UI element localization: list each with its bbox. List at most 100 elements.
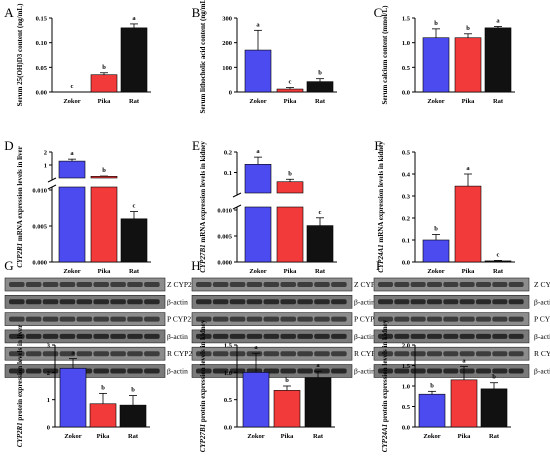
blot-band bbox=[212, 299, 229, 305]
x-tick-label: Zokor bbox=[63, 268, 80, 275]
blot-band bbox=[25, 368, 42, 374]
significance-letter: b bbox=[434, 20, 438, 27]
blot-band bbox=[492, 333, 508, 339]
y-axis-label-gene: CYP24A1 bbox=[381, 424, 389, 452]
bar-rat bbox=[306, 81, 334, 93]
significance-letter: a bbox=[70, 150, 74, 157]
y-tick-label: 100 bbox=[222, 65, 232, 72]
panel-label-E: E bbox=[192, 138, 200, 153]
bar-rat bbox=[120, 27, 148, 93]
blot-band bbox=[427, 368, 442, 374]
axis-break-mark bbox=[232, 204, 242, 210]
blot-band bbox=[76, 333, 93, 339]
x-tick-label: Pika bbox=[458, 433, 471, 440]
blot-band bbox=[331, 333, 347, 339]
blot-band bbox=[76, 316, 93, 322]
y-tick-label: 1.0 bbox=[224, 370, 232, 377]
blot-label: β-actin bbox=[354, 332, 375, 341]
blot-label: R CYP27B1 bbox=[354, 349, 392, 358]
bar-pika bbox=[89, 403, 117, 428]
x-tick-label: Rat bbox=[493, 98, 504, 105]
y-axis-label: CYP24A1 protein expression levels in kid… bbox=[381, 319, 389, 452]
blot-band bbox=[314, 299, 330, 305]
x-tick-label: Pika bbox=[98, 98, 111, 105]
bar-pika-upper bbox=[90, 176, 118, 179]
blot-label: R CYP2R1 bbox=[167, 349, 201, 358]
blot-label: β-actin bbox=[534, 332, 550, 341]
blot-band bbox=[459, 351, 475, 357]
x-tick-label: Rat bbox=[129, 268, 140, 275]
blot-band bbox=[25, 299, 42, 305]
y-tick-label: 2 bbox=[47, 370, 50, 377]
blot-band bbox=[394, 316, 410, 322]
blot-band bbox=[196, 368, 212, 374]
blot-band bbox=[394, 368, 410, 374]
blot-band bbox=[459, 316, 475, 322]
x-tick-label: Zokor bbox=[247, 433, 264, 440]
blot-band bbox=[127, 351, 143, 357]
blot-band bbox=[263, 299, 280, 305]
blot-band bbox=[410, 316, 426, 322]
y-tick-label: 0 bbox=[47, 425, 50, 432]
x-tick-label: Zokor bbox=[63, 98, 80, 105]
blot-band bbox=[410, 333, 426, 339]
y-tick-label: 0.2 bbox=[224, 150, 232, 157]
blot-band bbox=[263, 282, 280, 287]
blot-band bbox=[229, 351, 246, 357]
y-tick-label: 0.10 bbox=[36, 40, 47, 47]
x-tick-label: Pika bbox=[462, 268, 475, 275]
blot-band bbox=[378, 299, 393, 305]
bar-rat bbox=[484, 27, 512, 93]
blot-band bbox=[492, 299, 508, 305]
blot-band bbox=[25, 351, 42, 357]
y-axis-label: CYP2R1 protein expression levels in live… bbox=[16, 325, 24, 447]
significance-letter: c bbox=[319, 209, 322, 216]
blot-band bbox=[93, 299, 109, 305]
blot-band bbox=[492, 316, 508, 322]
blot-label: β-actin bbox=[534, 297, 550, 306]
bar-zokor bbox=[242, 372, 270, 428]
x-tick-label: Pika bbox=[462, 98, 475, 105]
y-tick-label: 1.5 bbox=[402, 363, 411, 370]
blot-label: P CYP2R1 bbox=[167, 315, 200, 324]
blot-band bbox=[93, 333, 109, 339]
blot-band bbox=[331, 368, 347, 374]
significance-letter: b bbox=[102, 64, 106, 71]
y-tick-label: 1.5 bbox=[224, 343, 233, 350]
blot-band bbox=[196, 316, 212, 322]
y-axis-label: CYP27B1 protein expression levels in kid… bbox=[199, 319, 207, 452]
blot-band bbox=[378, 316, 393, 322]
y-axis-label-rest: protein expression levels in kidney bbox=[199, 319, 207, 424]
y-tick-label: 1.0 bbox=[402, 40, 410, 47]
blot-band bbox=[110, 351, 126, 357]
blot-band bbox=[9, 282, 25, 287]
bar-rat bbox=[120, 218, 148, 263]
panel-label-D: D bbox=[4, 138, 13, 153]
blot-label: P CYP24A1 bbox=[534, 315, 550, 324]
y-axis-label-gene: CYP24A1 bbox=[377, 244, 385, 272]
bar-zokor bbox=[418, 393, 446, 428]
blot-band bbox=[476, 351, 491, 357]
y-tick-label: 0.000 bbox=[32, 260, 47, 267]
y-axis-label-rest: protein expression levels in kidney bbox=[381, 319, 389, 424]
blot-band bbox=[229, 333, 246, 339]
blot-band bbox=[42, 333, 59, 339]
panel-label-B: B bbox=[192, 5, 201, 20]
blot-label: β-actin bbox=[354, 367, 375, 376]
blot-band bbox=[280, 333, 296, 339]
blot-band bbox=[297, 333, 313, 339]
y-axis-label-rest: mRNA expression levels in kidney bbox=[377, 141, 385, 245]
blot-label: β-actin bbox=[354, 297, 375, 306]
significance-letter: a bbox=[256, 148, 260, 155]
blot-band bbox=[229, 299, 246, 305]
panel-label-F: F bbox=[374, 138, 381, 153]
significance-letter: c bbox=[497, 251, 500, 258]
y-tick-label: 0.5 bbox=[402, 150, 411, 157]
y-tick-label: 0.05 bbox=[36, 65, 48, 72]
bar-pika bbox=[276, 88, 304, 93]
blot-band bbox=[443, 351, 459, 357]
bar-zokor bbox=[422, 239, 450, 263]
blot-band bbox=[314, 282, 330, 287]
x-tick-label: Zokor bbox=[249, 98, 266, 105]
blot-band bbox=[246, 316, 263, 322]
